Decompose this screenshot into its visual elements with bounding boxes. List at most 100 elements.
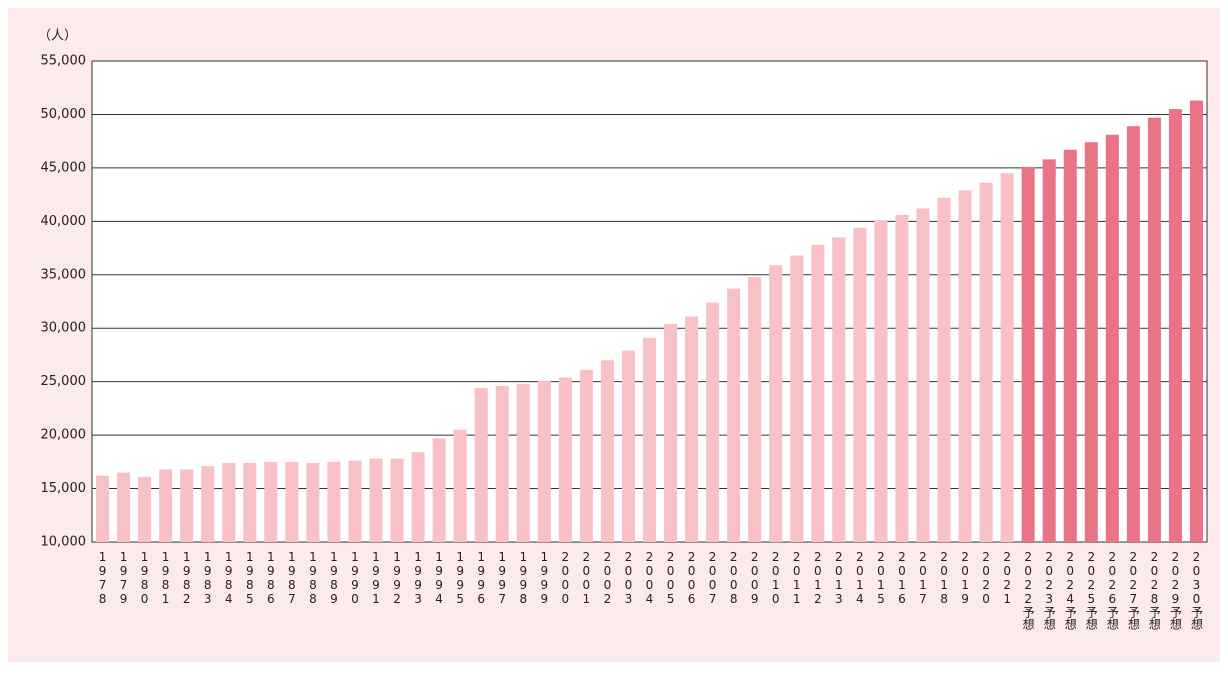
bar — [685, 316, 699, 542]
x-tick-label: 2027予想 — [1126, 550, 1140, 630]
x-tick-label: 2005 — [664, 550, 678, 606]
x-tick-label: 1990 — [348, 550, 362, 606]
x-tick-label: 2026予想 — [1105, 550, 1119, 630]
x-tick-label: 2007 — [706, 550, 720, 606]
bar — [516, 383, 530, 542]
x-tick-label: 1991 — [369, 550, 383, 606]
bar — [937, 197, 951, 542]
x-tick-label: 2009 — [748, 550, 762, 606]
x-tick-label: 2017 — [916, 550, 930, 606]
bar — [600, 360, 614, 542]
x-tick-label: 2000 — [558, 550, 572, 606]
x-tick-label: 2024予想 — [1063, 550, 1077, 630]
x-tick-label: 1982 — [180, 550, 194, 606]
bar — [727, 288, 741, 542]
bar — [117, 472, 131, 542]
x-tick-label: 2018 — [937, 550, 951, 606]
bar — [1063, 149, 1077, 542]
x-tick-label: 1984 — [222, 550, 236, 606]
y-tick-label: 30,000 — [41, 321, 87, 336]
bar — [495, 385, 509, 542]
x-tick-label: 2014 — [853, 550, 867, 606]
x-tick-label: 2001 — [579, 550, 593, 606]
bar — [453, 429, 467, 542]
x-tick-label: 1981 — [159, 550, 173, 606]
x-tick-label: 2029予想 — [1168, 550, 1182, 630]
x-tick-label: 2008 — [727, 550, 741, 606]
bar — [474, 388, 488, 542]
bar — [432, 438, 446, 542]
bar — [1126, 126, 1140, 543]
y-tick-label: 40,000 — [41, 214, 87, 229]
x-tick-label: 2003 — [621, 550, 635, 606]
x-tick-label: 1996 — [474, 550, 488, 606]
x-tick-label: 2028予想 — [1147, 550, 1161, 630]
bar — [811, 244, 825, 543]
bar — [306, 462, 320, 542]
y-tick-label: 45,000 — [41, 160, 87, 175]
bar — [285, 461, 299, 542]
x-tick-label: 1988 — [306, 550, 320, 606]
bar — [1021, 166, 1035, 542]
bar — [874, 220, 888, 542]
x-tick-label: 2021 — [1000, 550, 1014, 606]
bar — [159, 469, 173, 542]
y-tick-label: 10,000 — [41, 535, 87, 550]
y-tick-label: 35,000 — [41, 267, 87, 282]
x-tick-label: 1986 — [264, 550, 278, 606]
y-tick-label: 50,000 — [41, 107, 87, 122]
x-tick-label: 2011 — [790, 550, 804, 606]
x-tick-label: 2002 — [600, 550, 614, 606]
y-tick-label: 20,000 — [41, 428, 87, 443]
bar — [706, 302, 720, 542]
bar — [558, 377, 572, 542]
y-tick-label: 15,000 — [41, 481, 87, 496]
bar — [853, 227, 867, 542]
bar — [180, 469, 194, 542]
bar — [1084, 142, 1098, 543]
x-tick-label: 2025予想 — [1084, 550, 1098, 630]
bar — [348, 460, 362, 542]
x-tick-label: 1992 — [390, 550, 404, 606]
x-tick-label: 2015 — [874, 550, 888, 606]
bar — [411, 452, 425, 542]
x-tick-label: 1995 — [453, 550, 467, 606]
bar — [769, 265, 783, 542]
x-tick-label: 2019 — [958, 550, 972, 606]
bar — [1189, 100, 1204, 542]
x-tick-label: 1979 — [117, 550, 131, 606]
x-tick-label: 1983 — [201, 550, 215, 606]
x-tick-label: 1989 — [327, 550, 341, 606]
x-tick-label: 1985 — [243, 550, 257, 606]
bar — [1168, 109, 1182, 542]
x-tick-label: 1994 — [432, 550, 446, 606]
bar — [264, 461, 278, 542]
bar — [916, 208, 930, 543]
x-tick-label: 2004 — [643, 550, 657, 606]
x-tick-label: 2023予想 — [1042, 550, 1056, 630]
x-tick-label: 2013 — [832, 550, 846, 606]
bar — [201, 466, 215, 542]
x-tick-label: 1997 — [495, 550, 509, 606]
x-tick-label: 2010 — [769, 550, 783, 606]
x-tick-label: 1987 — [285, 550, 299, 606]
bar — [327, 461, 341, 542]
bar — [222, 462, 236, 542]
bar — [95, 475, 110, 542]
bar — [1000, 173, 1014, 542]
x-tick-label: 1978 — [96, 550, 110, 606]
x-tick-label: 2012 — [811, 550, 825, 606]
bar — [579, 369, 593, 542]
y-tick-label: 25,000 — [41, 374, 87, 389]
bar — [1042, 159, 1056, 543]
x-tick-label: 1980 — [138, 550, 152, 606]
bar — [895, 214, 909, 543]
bar — [748, 276, 762, 542]
bar — [832, 237, 846, 542]
x-tick-label: 2030予想 — [1189, 550, 1203, 630]
bar — [979, 182, 993, 542]
x-tick-label: 1998 — [516, 550, 530, 606]
bar — [958, 190, 972, 542]
x-tick-label: 2016 — [895, 550, 909, 606]
